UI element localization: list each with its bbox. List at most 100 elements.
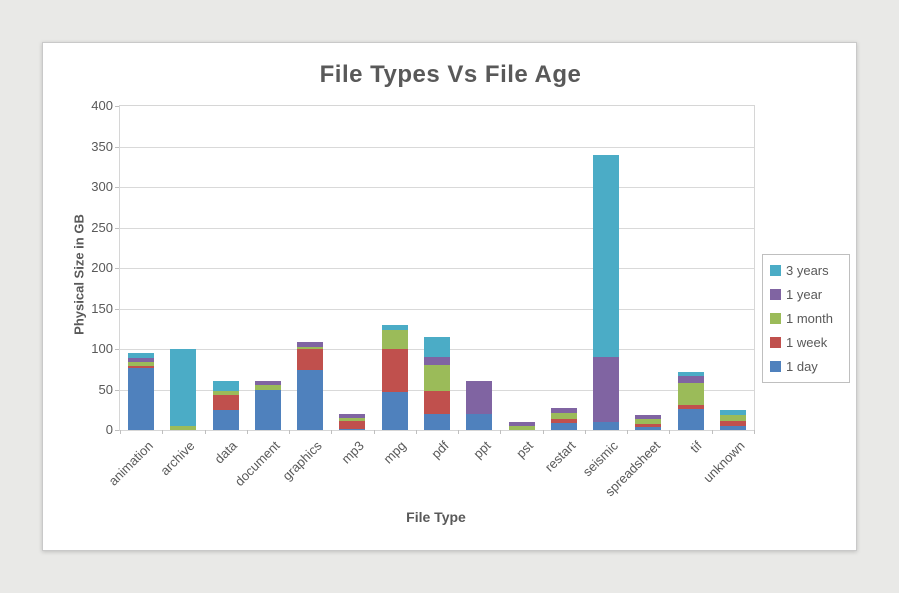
bar-segment-restart-1-year (550, 408, 577, 413)
legend-item: 1 month (770, 311, 843, 326)
x-axis-tick (331, 430, 333, 434)
bar-segment-pst-1-month (508, 425, 535, 430)
y-tick-label: 300 (91, 179, 113, 194)
x-axis-tick (542, 430, 544, 434)
y-tick-label: 400 (91, 98, 113, 113)
x-axis-tick (162, 430, 164, 434)
bar-segment-unknown-1-month (719, 415, 746, 422)
y-tick-label: 0 (105, 422, 113, 437)
legend-label: 1 day (786, 359, 818, 374)
x-category-label: mp3 (338, 438, 368, 467)
bar-segment-seismic-1-day (593, 421, 620, 430)
bar-segment-pst-1-year (508, 421, 535, 426)
bar-segment-mpg-1-day (381, 391, 408, 430)
bar-segment-ppt-1-year (466, 381, 493, 414)
bar-segment-data-3-years (212, 381, 239, 392)
y-axis-tick (115, 146, 119, 148)
bar-segment-mpg-3-years (381, 324, 408, 331)
plot-area: 0 50 100 150 200 250 300 350 400 animation archive… (91, 98, 755, 499)
legend: 3 years 1 year 1 month 1 week 1 day (762, 254, 850, 383)
bar-segment-graphics-1-week (297, 349, 324, 371)
x-axis-tick (711, 430, 713, 434)
bar-segment-pdf-1-month (424, 365, 450, 392)
gridline (120, 308, 754, 310)
bar-segment-restart-1-month (550, 413, 577, 419)
y-axis-title: Physical Size in GB (71, 214, 87, 335)
legend-label: 3 years (786, 263, 829, 278)
bar-segment-animation-1-day (128, 367, 155, 430)
x-axis-tick (246, 430, 248, 434)
bar-segment-spreadsheet-1-year (635, 414, 662, 419)
y-axis-tick (115, 389, 119, 391)
gridline (120, 146, 754, 148)
y-tick-label: 350 (91, 138, 113, 154)
bar-segment-graphics-1-month (297, 346, 324, 349)
x-axis-tick (289, 430, 291, 434)
bar-segment-spreadsheet-1-day (635, 426, 662, 430)
bar-segment-ppt-1-day (466, 413, 493, 430)
y-tick-label: 50 (98, 381, 113, 397)
bar-segment-spreadsheet-1-month (635, 418, 662, 425)
legend-item: 1 year (770, 287, 843, 302)
bar-segment-mpg-1-week (381, 349, 408, 392)
x-axis-title: File Type (406, 509, 466, 525)
bar-segment-pdf-1-day (424, 413, 450, 430)
x-category-label: pst (513, 438, 537, 461)
bar-segment-archive-1-month (170, 425, 197, 430)
x-category-label: document (231, 438, 283, 489)
bar-segment-tif-3-years (677, 371, 704, 376)
legend-item: 1 week (770, 335, 843, 350)
x-axis-tick (669, 430, 671, 434)
y-tick-label: 100 (91, 341, 113, 356)
y-axis-tick (115, 268, 119, 269)
x-axis-tick (500, 430, 502, 434)
y-axis-tick (115, 187, 119, 188)
bar-segment-document-1-month (254, 385, 281, 390)
x-category-label: seismic (579, 438, 621, 480)
legend-swatch-icon (770, 289, 781, 300)
y-axis-tick (115, 106, 119, 107)
y-tick-label: 250 (91, 219, 113, 235)
bar-segment-unknown-3-years (719, 409, 746, 416)
legend-item: 3 years (770, 263, 843, 278)
bar-segment-tif-1-week (677, 404, 704, 409)
x-category-label: archive (157, 438, 199, 479)
bar-segment-mp3-1-year (339, 413, 366, 418)
bar-segment-data-1-day (212, 409, 239, 430)
bar-segment-tif-1-day (677, 408, 704, 430)
x-category-label: data (211, 438, 241, 467)
gridline (120, 227, 754, 229)
bar-segment-animation-1-month (128, 361, 155, 367)
chart-title: File Types Vs File Age (319, 61, 582, 88)
x-axis-tick (373, 430, 375, 434)
x-axis-tick (458, 430, 460, 434)
x-category-label: restart (541, 438, 579, 475)
bar-segment-archive-3-years (170, 349, 197, 426)
bar-segment-animation-3-years (128, 353, 155, 358)
bar-segment-pdf-1-week (424, 391, 450, 414)
bar-segment-tif-1-month (677, 383, 704, 405)
y-axis-tick (115, 430, 119, 431)
x-axis-tick (584, 430, 586, 434)
bar-segment-spreadsheet-1-week (635, 424, 662, 427)
bar-segment-mpg-1-month (381, 330, 408, 349)
bar-segment-restart-1-day (550, 422, 577, 430)
bar-segment-graphics-1-year (297, 341, 324, 347)
bar-segment-mp3-1-month (339, 417, 366, 422)
y-axis-tick (115, 227, 119, 229)
legend-label: 1 year (786, 287, 823, 302)
legend-swatch-icon (770, 337, 781, 348)
y-tick-label: 200 (91, 260, 113, 275)
bar-segment-unknown-1-week (719, 421, 746, 426)
legend-swatch-icon (770, 313, 781, 324)
legend-label: 1 month (786, 311, 833, 326)
bar-segment-mp3-1-day (339, 429, 366, 430)
x-category-label: graphics (279, 438, 325, 484)
y-axis-tick (115, 349, 119, 350)
x-axis-tick (754, 430, 755, 434)
bar-segment-seismic-3-years (593, 154, 620, 358)
bar-segment-animation-1-year (128, 357, 155, 362)
bar-segment-mp3-1-week (339, 421, 366, 430)
bar-segment-seismic-1-year (593, 357, 620, 422)
